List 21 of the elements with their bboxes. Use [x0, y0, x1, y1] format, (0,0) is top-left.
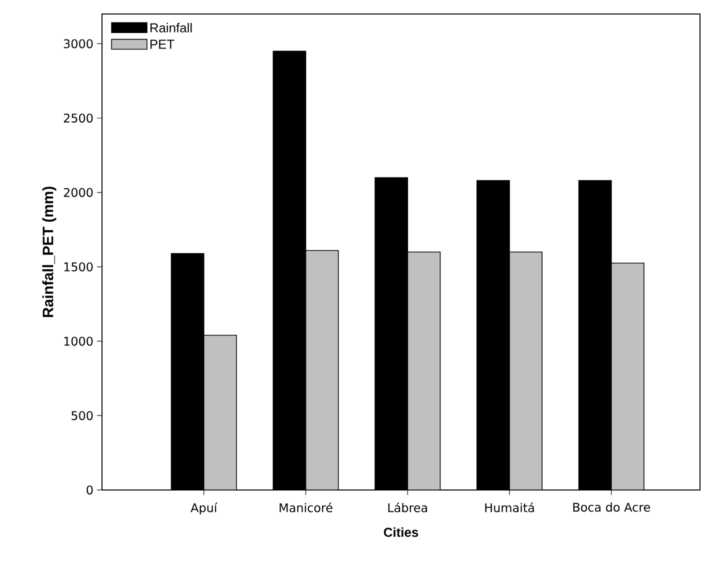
- x-tick-label: Humaitá: [485, 502, 534, 512]
- y-axis-title: Rainfall_PET (mm): [42, 186, 56, 317]
- x-tick-label: Apuí: [190, 502, 218, 515]
- legend-label: PET: [150, 40, 174, 49]
- y-tick-label: 3000: [64, 39, 93, 48]
- bar: [305, 250, 339, 490]
- y-tick-label: 2000: [64, 188, 93, 198]
- x-tick-label: Manicoré: [280, 502, 332, 512]
- y-tick-label: 1500: [64, 262, 93, 272]
- bar: [407, 252, 441, 490]
- y-tick-label: 500: [72, 411, 93, 420]
- y-tick-label: 2500: [64, 114, 93, 123]
- bar: [510, 252, 542, 490]
- legend-label: Rainfall: [150, 22, 192, 32]
- y-tick-label: 0: [86, 485, 93, 495]
- y-tick-label: 1000: [64, 336, 93, 346]
- bar: [203, 334, 237, 490]
- x-tick-label: Boca do Acre: [573, 502, 650, 512]
- x-axis-title: Cities: [384, 527, 418, 537]
- x-tick-label: Lábrea: [388, 502, 427, 512]
- bar: [610, 262, 644, 490]
